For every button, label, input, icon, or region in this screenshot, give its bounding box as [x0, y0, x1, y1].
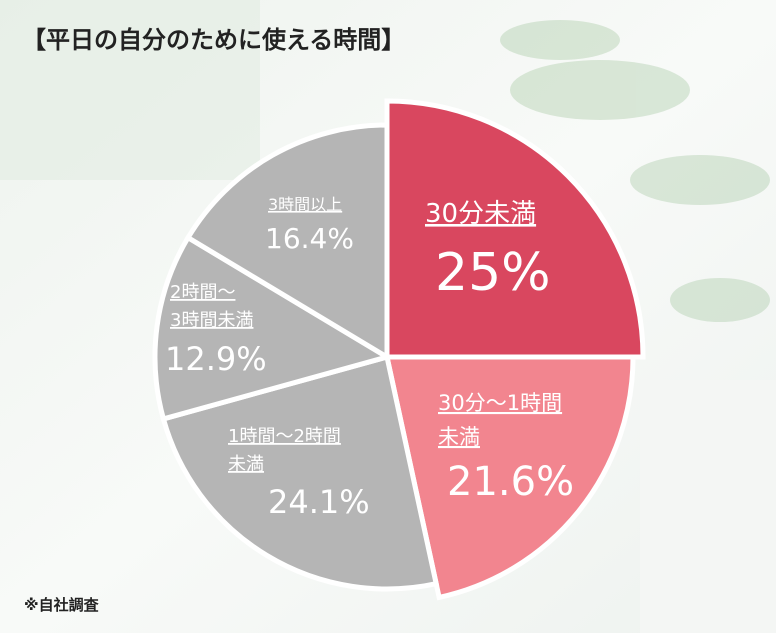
pie: 30分未満25%30分〜1時間未満21.6%1時間〜2時間未満24.1%2時間〜…: [152, 98, 646, 601]
plant: [500, 20, 770, 322]
footnote: ※自社調査: [24, 596, 100, 614]
slice-label: 30分〜1時間: [438, 391, 562, 415]
slice-label: 3時間未満: [170, 310, 253, 331]
slice: [152, 234, 394, 422]
slice-label: 3時間以上: [268, 195, 342, 214]
slice: [383, 354, 636, 601]
window: [0, 0, 260, 180]
slice-label: 30分未満: [425, 199, 536, 229]
chart-title: 【平日の自分のために使える時間】: [22, 26, 405, 54]
slice-label: 未満: [228, 454, 264, 475]
value-label: 12.9%: [165, 340, 267, 378]
slice-label: 2時間〜: [170, 282, 235, 303]
slice: [184, 122, 390, 362]
value-label: 24.1%: [268, 483, 370, 521]
value-label: 16.4%: [265, 222, 354, 255]
slice: [384, 98, 646, 360]
slice-label: 1時間〜2時間: [228, 426, 341, 447]
slice-label: 未満: [438, 425, 480, 449]
value-label: 21.6%: [447, 459, 574, 505]
slice: [160, 353, 440, 592]
wall: [640, 380, 776, 633]
value-label: 25%: [435, 243, 551, 303]
